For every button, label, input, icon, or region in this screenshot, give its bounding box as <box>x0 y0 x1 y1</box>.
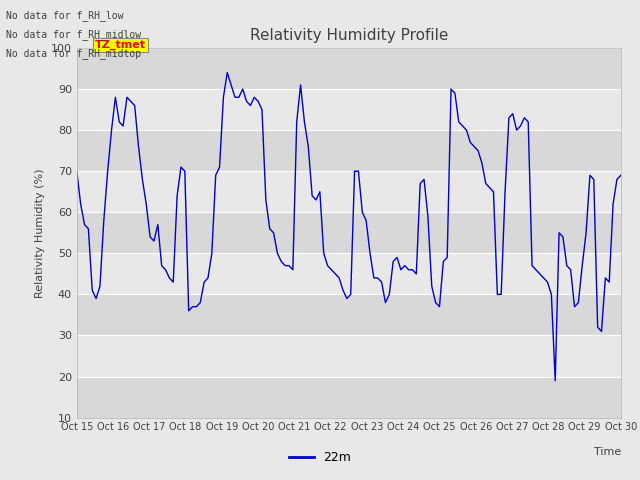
Bar <box>77 48 621 89</box>
Bar <box>77 294 621 336</box>
Title: Relativity Humidity Profile: Relativity Humidity Profile <box>250 28 448 43</box>
Bar <box>77 376 621 418</box>
Bar <box>77 253 621 294</box>
Bar <box>77 336 621 376</box>
Text: No data for f_RH_low: No data for f_RH_low <box>6 10 124 21</box>
Bar <box>77 89 621 130</box>
Text: No data for f_RH_midlow: No data for f_RH_midlow <box>6 29 141 40</box>
Text: Time: Time <box>593 447 621 457</box>
Bar <box>77 171 621 212</box>
Y-axis label: Relativity Humidity (%): Relativity Humidity (%) <box>35 168 45 298</box>
Bar <box>77 130 621 171</box>
Text: TZ_tmet: TZ_tmet <box>95 40 146 50</box>
Text: No data for f_RH_midtop: No data for f_RH_midtop <box>6 48 141 59</box>
Legend: 22m: 22m <box>284 446 356 469</box>
Bar <box>77 212 621 253</box>
